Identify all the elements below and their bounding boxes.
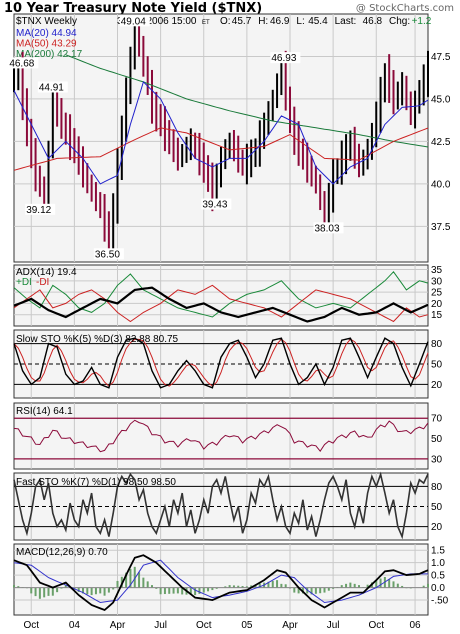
fast-sto-legend-label: Fast STO %K(7) %D(1) 98.50 98.50 xyxy=(16,477,176,488)
annotation-label: 46.93 xyxy=(271,53,296,64)
y-tick-label: 0.0 xyxy=(431,583,445,594)
annotation-bg xyxy=(313,222,344,234)
fast-sto-k-line xyxy=(13,471,429,540)
copyright-label: @ StockCharts.com xyxy=(355,3,454,14)
y-tick-label: 30 xyxy=(431,276,443,287)
y-tick-label: 50 xyxy=(431,360,443,371)
y-tick-label: 20 xyxy=(431,299,443,310)
page-title: 10 Year Treasury Note Yield ($TNX) xyxy=(4,1,263,16)
y-tick-label: 0.5 xyxy=(431,571,445,582)
ohlc-key: H: xyxy=(258,16,268,27)
y-tick-label: 50 xyxy=(431,434,443,445)
minus-di-legend-label: -DI xyxy=(36,277,49,288)
x-tick-label: Oct xyxy=(23,620,39,631)
y-tick-label: 1.5 xyxy=(431,546,445,557)
ohlc-key: L: xyxy=(296,16,304,27)
annotation-label: 46.68 xyxy=(9,58,34,69)
y-tick-label: 1.0 xyxy=(431,558,445,569)
ma200-line xyxy=(65,54,429,148)
ohlc-value: 46.8 xyxy=(363,16,383,27)
macd-legend-label: MACD(12,26,9) 0.70 xyxy=(16,547,108,558)
annotation-label: 36.50 xyxy=(95,249,120,260)
y-tick-label: 80 xyxy=(431,339,443,350)
macd-line xyxy=(13,554,429,612)
y-tick-label: 37.5 xyxy=(431,222,451,233)
annotation-bg xyxy=(8,57,39,69)
annotation-bg xyxy=(119,15,150,27)
y-tick-label: -.50 xyxy=(431,596,449,607)
y-tick-label: 80 xyxy=(431,482,443,493)
y-tick-label: 45.0 xyxy=(431,94,451,105)
ohlc-value: +1.2 xyxy=(412,16,432,27)
y-tick-label: 20 xyxy=(431,522,443,533)
panel-price xyxy=(13,13,429,263)
x-tick-label: Apr xyxy=(110,620,126,631)
y-tick-label: 15 xyxy=(431,310,443,321)
annotation-bg xyxy=(37,81,68,93)
annotation-label: 49.04 xyxy=(121,16,146,27)
tz-label: ET xyxy=(202,20,210,26)
ohlc-key: Last: xyxy=(335,16,357,27)
y-tick-label: 25 xyxy=(431,288,443,299)
x-tick-label: 04 xyxy=(69,620,81,631)
ma-legend-label: MA(50) 43.29 xyxy=(16,39,77,50)
y-tick-label: 40.0 xyxy=(431,179,451,190)
y-tick-label: 20 xyxy=(431,380,443,391)
symbol-label: $TNX Weekly xyxy=(16,16,77,27)
x-tick-label: Jul xyxy=(154,620,167,631)
panel-macd xyxy=(13,543,429,616)
rsi-legend-label: RSI(14) 64.1 xyxy=(16,406,73,417)
slow-sto-legend-label: Slow STO %K(5) %D(3) 82.88 80.75 xyxy=(16,334,179,345)
adx-legend-label: ADX(14) 19.4 xyxy=(16,267,77,278)
ma-legend-label: MA(20) 44.94 xyxy=(16,28,77,39)
annotation-label: 39.12 xyxy=(26,205,51,216)
annotation-label: 38.03 xyxy=(315,223,340,234)
x-tick-label: Jul xyxy=(327,620,340,631)
y-tick-label: 47.5 xyxy=(431,52,451,63)
ma20-line xyxy=(13,80,429,185)
annotation-label: 44.91 xyxy=(39,82,64,93)
x-tick-label: Oct xyxy=(368,620,384,631)
ohlc-value: 45.7 xyxy=(232,16,252,27)
adx-line xyxy=(13,286,429,323)
y-tick-label: 35 xyxy=(431,265,443,276)
ma50-line xyxy=(13,127,429,171)
slow-sto-k-line xyxy=(13,337,429,389)
plus-di-legend-label: +DI xyxy=(16,277,32,288)
y-tick-label: 70 xyxy=(431,414,443,425)
slow-sto-d-line xyxy=(13,338,429,387)
annotation-bg xyxy=(93,248,124,260)
annotation-bg xyxy=(270,52,301,64)
x-tick-label: Apr xyxy=(282,620,298,631)
y-tick-label: 50 xyxy=(431,502,443,513)
rsi-line xyxy=(13,419,429,453)
ohlc-value: 45.4 xyxy=(308,16,328,27)
x-tick-label: 06 xyxy=(410,620,422,631)
plus-di-line xyxy=(13,271,429,318)
date-label: 3-Mar-2006 15:00 xyxy=(117,16,197,27)
y-tick-label: 42.5 xyxy=(431,137,451,148)
ma-legend-label: MA(200) 42.17 xyxy=(16,49,83,60)
annotation-bg xyxy=(201,198,232,210)
ohlc-value: 46.9 xyxy=(270,16,290,27)
panel-rsi xyxy=(13,402,429,470)
annotation-bg xyxy=(25,203,56,215)
ohlc-key: Chg: xyxy=(389,16,410,27)
annotation-label: 39.43 xyxy=(202,200,227,211)
panel-adx xyxy=(13,264,429,327)
x-tick-label: 05 xyxy=(241,620,253,631)
y-tick-label: 30 xyxy=(431,454,443,465)
minus-di-line xyxy=(13,284,429,323)
ohlc-key: O: xyxy=(220,16,231,27)
x-tick-label: Oct xyxy=(196,620,212,631)
